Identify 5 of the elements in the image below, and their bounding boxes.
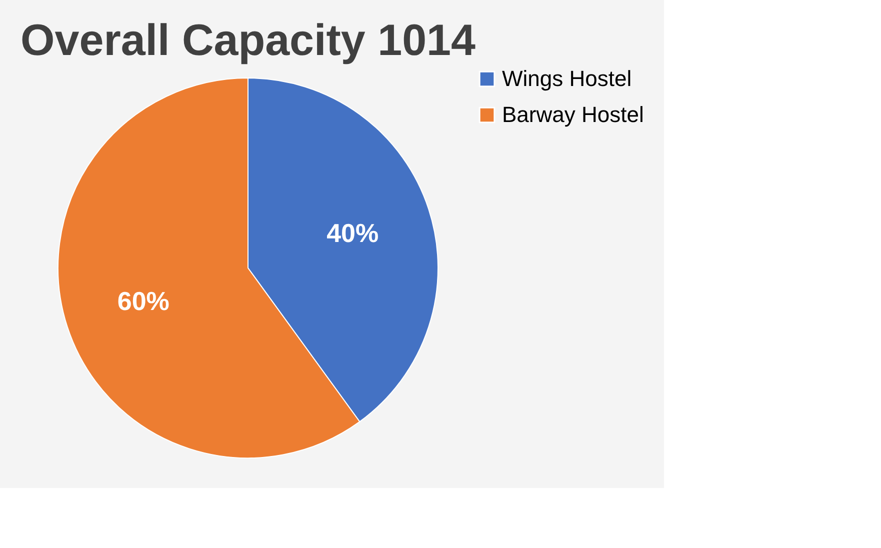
chart-title: Overall Capacity 1014 xyxy=(20,16,476,65)
legend-label: Barway Hostel xyxy=(502,102,644,127)
data-label: 40% xyxy=(326,218,379,248)
data-label: 60% xyxy=(117,286,170,316)
legend-label: Wings Hostel xyxy=(502,66,632,91)
